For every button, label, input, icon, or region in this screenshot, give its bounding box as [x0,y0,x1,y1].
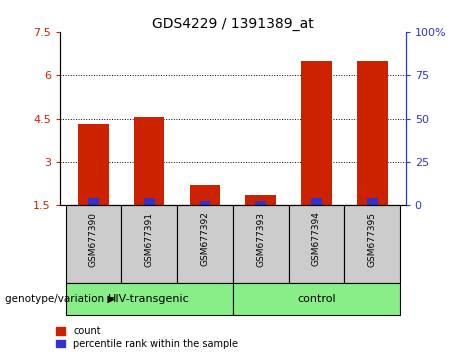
Bar [233,205,289,283]
Bar [357,61,388,205]
Title: GDS4229 / 1391389_at: GDS4229 / 1391389_at [152,17,313,31]
Bar [245,195,276,205]
Text: genotype/variation ▶: genotype/variation ▶ [5,294,115,304]
Bar [78,124,109,205]
Bar [177,205,233,283]
Bar [200,201,210,205]
Bar [65,283,233,315]
Bar [144,198,154,205]
Bar [301,61,332,205]
Bar [255,201,266,205]
Bar [311,198,322,205]
Text: GSM677392: GSM677392 [201,212,209,267]
Bar [65,205,121,283]
Bar [88,198,99,205]
Bar [344,205,400,283]
Bar [121,205,177,283]
Text: GSM677390: GSM677390 [89,212,98,267]
Bar [367,198,378,205]
Bar [189,185,220,205]
Text: GSM677393: GSM677393 [256,212,265,267]
Bar [134,117,165,205]
Text: HIV-transgenic: HIV-transgenic [108,294,190,304]
Text: GSM677395: GSM677395 [368,212,377,267]
Bar [233,283,400,315]
Text: GSM677391: GSM677391 [145,212,154,267]
Text: GSM677394: GSM677394 [312,212,321,267]
Text: control: control [297,294,336,304]
Legend: count, percentile rank within the sample: count, percentile rank within the sample [56,326,238,349]
Bar [289,205,344,283]
